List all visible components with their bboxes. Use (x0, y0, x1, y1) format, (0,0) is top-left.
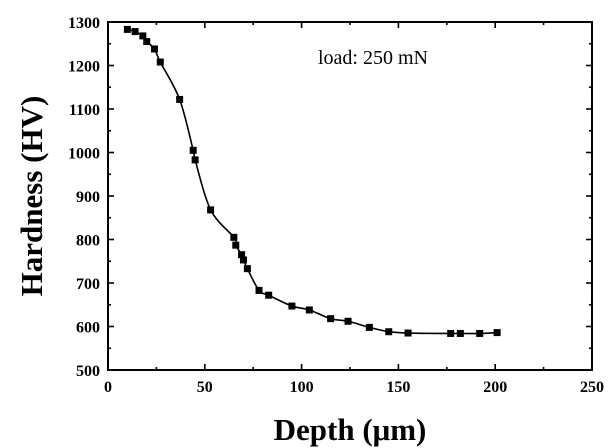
data-point (230, 233, 238, 241)
x-tick-label: 50 (197, 379, 213, 396)
x-tick-label: 150 (386, 379, 410, 396)
y-tick-label: 900 (76, 189, 100, 206)
data-point (143, 38, 151, 46)
data-point (493, 329, 501, 337)
data-point (131, 28, 139, 36)
data-point (305, 306, 313, 314)
y-tick-label: 1000 (68, 146, 100, 163)
y-tick-label: 1100 (69, 102, 100, 119)
y-tick-label: 1200 (68, 59, 100, 76)
data-point (365, 323, 373, 331)
data-point (404, 329, 412, 337)
data-point (189, 146, 197, 154)
data-point (156, 58, 164, 66)
data-point (139, 32, 147, 40)
data-point (150, 45, 158, 53)
x-tick-label: 100 (290, 379, 314, 396)
y-tick-label: 800 (76, 233, 100, 250)
data-point (238, 251, 246, 259)
y-axis-title: Hardness (HV) (14, 96, 49, 297)
data-point (255, 286, 263, 294)
data-point (385, 328, 393, 336)
data-point (476, 329, 484, 337)
data-point (288, 302, 296, 310)
x-tick-label: 250 (580, 379, 604, 396)
fit-curve-0 (127, 28, 498, 335)
y-tick-label: 700 (76, 276, 100, 293)
data-point (123, 25, 131, 33)
x-axis-title: Depth (μm) (274, 412, 427, 447)
data-point (240, 256, 248, 264)
data-point (232, 241, 240, 249)
x-tick-label: 0 (104, 379, 112, 396)
data-point (176, 95, 184, 103)
data-point (456, 329, 464, 337)
y-tick-label: 600 (76, 320, 100, 337)
data-point (447, 329, 455, 337)
load-annotation: load: 250 mN (318, 47, 428, 69)
data-point (191, 156, 199, 164)
data-point (265, 291, 273, 299)
y-tick-label: 500 (76, 363, 100, 380)
data-point (207, 206, 215, 214)
data-point (344, 317, 352, 325)
data-point (327, 315, 335, 323)
y-tick-label: 1300 (68, 15, 100, 32)
x-tick-label: 200 (483, 379, 507, 396)
data-point (243, 265, 251, 273)
